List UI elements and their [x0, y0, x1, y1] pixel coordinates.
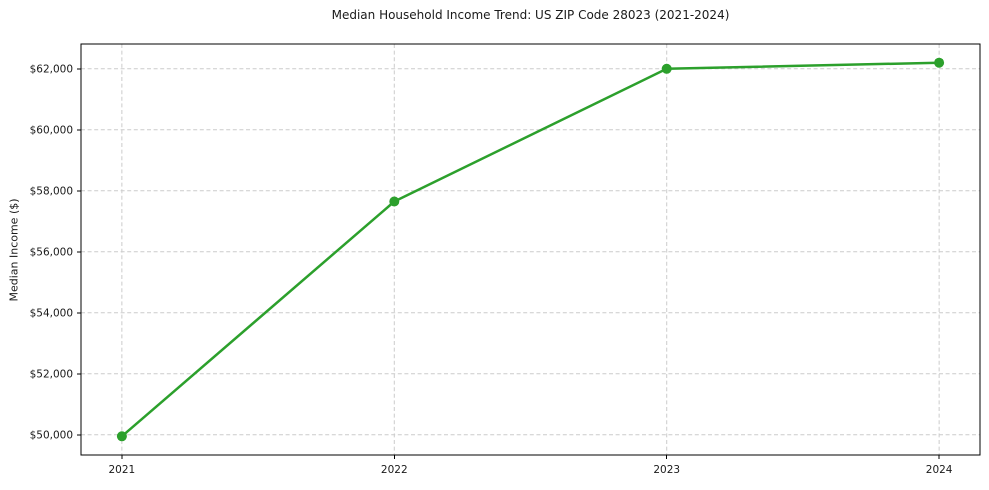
data-point-2021: [116, 431, 127, 442]
x-tick-label: 2024: [926, 464, 953, 476]
data-point-2024: [934, 57, 945, 68]
y-tick-label: $58,000: [30, 185, 73, 197]
y-tick-label: $54,000: [30, 307, 73, 319]
y-tick-label: $62,000: [30, 63, 73, 75]
x-tick-label: 2021: [108, 464, 135, 476]
y-tick-label: $60,000: [30, 124, 73, 136]
x-tick-label: 2022: [381, 464, 408, 476]
x-tick-label: 2023: [653, 464, 680, 476]
data-point-2022: [389, 196, 400, 207]
y-axis-label: Median Income ($): [7, 198, 21, 302]
income-trend-line: [120, 61, 941, 438]
chart-title: Median Household Income Trend: US ZIP Co…: [331, 8, 730, 22]
y-tick-label: $56,000: [30, 246, 73, 258]
y-tick-label: $52,000: [30, 368, 73, 380]
plot-border: [80, 43, 981, 456]
y-tick-label: $50,000: [30, 429, 73, 441]
data-point-2023: [661, 63, 672, 74]
